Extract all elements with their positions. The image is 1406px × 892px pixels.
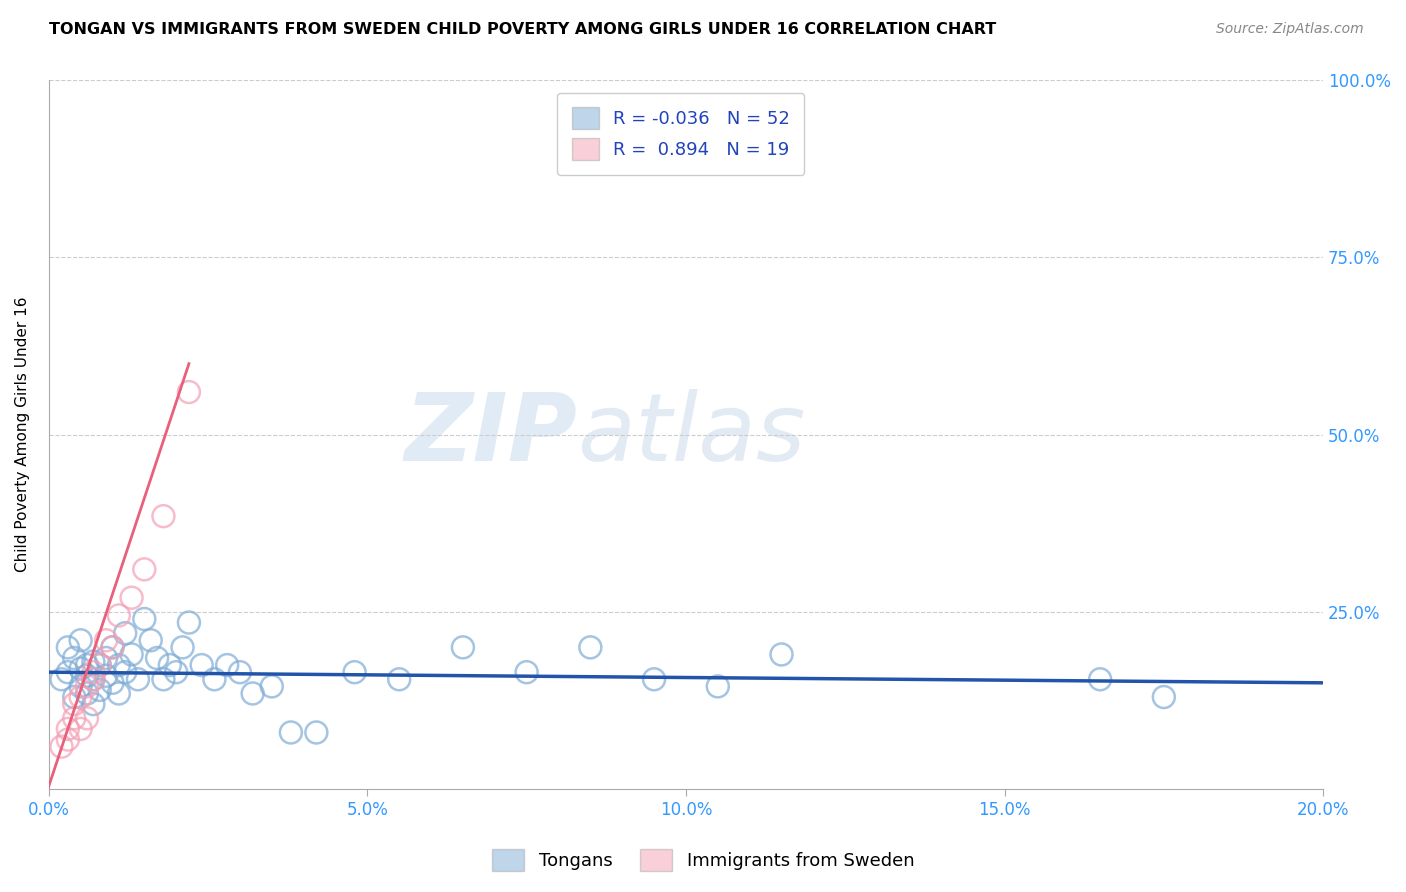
Point (108, 608, 131, 623)
Point (69, 679, 91, 693)
Point (82, 673, 104, 687)
Point (63, 690, 86, 704)
Point (152, 509, 174, 524)
Point (63, 711, 86, 725)
Point (260, 679, 283, 693)
Point (127, 673, 149, 687)
Point (280, 725, 302, 739)
Point (56, 640, 79, 655)
Point (229, 665, 252, 680)
Point (76, 686, 98, 700)
Point (579, 640, 602, 655)
Point (451, 640, 474, 655)
Point (101, 640, 124, 655)
Point (159, 658, 181, 673)
Point (165, 665, 187, 680)
Point (82, 697, 104, 711)
Point (152, 673, 174, 687)
Point (707, 679, 730, 693)
Point (89, 682, 111, 697)
Point (63, 697, 86, 711)
Point (121, 648, 143, 662)
Point (343, 665, 366, 680)
Point (101, 640, 124, 655)
Point (94, 651, 117, 665)
Point (94, 633, 117, 648)
Text: TONGAN VS IMMIGRANTS FROM SWEDEN CHILD POVERTY AMONG GIRLS UNDER 16 CORRELATION : TONGAN VS IMMIGRANTS FROM SWEDEN CHILD P… (49, 22, 997, 37)
Point (172, 640, 194, 655)
Point (82, 655, 104, 669)
Point (388, 673, 411, 687)
Point (69, 722, 91, 736)
Point (134, 612, 156, 626)
Point (56, 665, 79, 680)
Point (114, 626, 136, 640)
Point (69, 633, 91, 648)
Point (204, 673, 226, 687)
Point (63, 651, 86, 665)
Point (1088, 673, 1111, 687)
Point (82, 673, 104, 687)
Point (134, 562, 156, 576)
Point (139, 633, 162, 648)
Point (82, 665, 104, 680)
Point (51, 673, 73, 687)
Y-axis label: Child Poverty Among Girls Under 16: Child Poverty Among Girls Under 16 (15, 297, 30, 573)
Point (89, 658, 111, 673)
Point (121, 591, 143, 605)
Point (108, 658, 131, 673)
Point (51, 739, 73, 754)
Point (76, 711, 98, 725)
Point (76, 658, 98, 673)
Legend: Tongans, Immigrants from Sweden: Tongans, Immigrants from Sweden (485, 842, 921, 879)
Point (76, 669, 98, 683)
Point (516, 665, 538, 680)
Point (56, 722, 79, 736)
Point (94, 669, 117, 683)
Text: atlas: atlas (578, 389, 806, 480)
Point (76, 679, 98, 693)
Point (177, 385, 200, 400)
Point (770, 648, 793, 662)
Legend: R = -0.036   N = 52, R =  0.894   N = 19: R = -0.036 N = 52, R = 0.894 N = 19 (557, 93, 804, 175)
Point (108, 686, 131, 700)
Point (305, 725, 328, 739)
Point (242, 686, 264, 700)
Point (69, 662, 91, 676)
Text: ZIP: ZIP (405, 389, 578, 481)
Text: Source: ZipAtlas.com: Source: ZipAtlas.com (1216, 22, 1364, 37)
Point (101, 676, 124, 690)
Point (177, 615, 200, 630)
Point (146, 651, 169, 665)
Point (190, 658, 212, 673)
Point (56, 732, 79, 747)
Point (643, 673, 665, 687)
Point (89, 658, 111, 673)
Point (69, 690, 91, 704)
Point (1153, 690, 1175, 704)
Point (114, 665, 136, 680)
Point (217, 658, 239, 673)
